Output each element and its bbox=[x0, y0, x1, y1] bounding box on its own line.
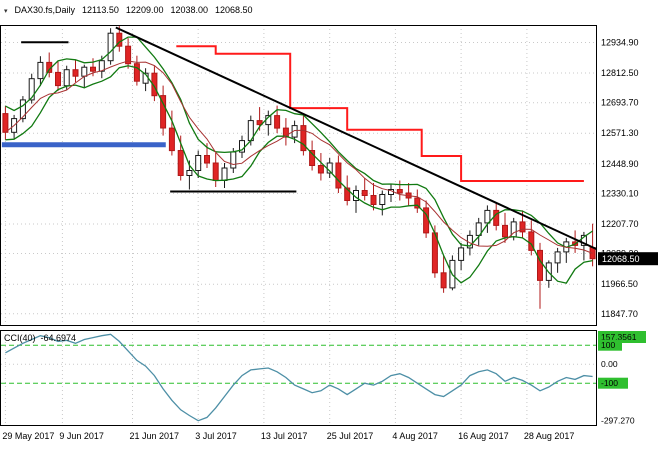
cci-current-value: -64.6974 bbox=[40, 333, 77, 343]
svg-text:28 Aug 2017: 28 Aug 2017 bbox=[524, 431, 575, 441]
svg-text:12693.70: 12693.70 bbox=[601, 98, 639, 108]
cci-panel-border bbox=[0, 330, 597, 426]
date-axis[interactable]: 29 May 2017 9 Jun 2017 21 Jun 2017 3 Jul 20… bbox=[2, 431, 574, 441]
svg-text:3 Jul 2017: 3 Jul 2017 bbox=[195, 431, 237, 441]
svg-text:-297.270: -297.270 bbox=[601, 416, 635, 426]
svg-text:16 Aug 2017: 16 Aug 2017 bbox=[458, 431, 509, 441]
cci-level-label-box bbox=[598, 377, 628, 389]
current-price-label: 12068.50 bbox=[602, 254, 640, 264]
open-value: 12113.50 bbox=[82, 5, 119, 15]
svg-text:-100: -100 bbox=[601, 378, 618, 388]
svg-text:11847.70: 11847.70 bbox=[601, 309, 638, 319]
svg-text:4 Aug 2017: 4 Aug 2017 bbox=[392, 431, 438, 441]
svg-text:12207.70: 12207.70 bbox=[601, 219, 639, 229]
cci-line bbox=[5, 333, 593, 422]
downtrend-line[interactable] bbox=[115, 26, 606, 253]
svg-text:11966.50: 11966.50 bbox=[601, 279, 638, 289]
svg-text:25 Jul 2017: 25 Jul 2017 bbox=[327, 431, 374, 441]
symbol-marker-icon: ▾ bbox=[4, 8, 8, 15]
close-value: 12068.50 bbox=[215, 5, 253, 15]
ma-upper-line bbox=[5, 36, 593, 249]
high-value: 12209.00 bbox=[125, 5, 164, 15]
svg-text:0.00: 0.00 bbox=[601, 359, 618, 369]
svg-text:157.3561: 157.3561 bbox=[601, 332, 637, 342]
cci-name: CCI(40) bbox=[4, 333, 36, 343]
svg-text:21 Jun 2017: 21 Jun 2017 bbox=[130, 431, 180, 441]
svg-text:12812.50: 12812.50 bbox=[601, 68, 639, 78]
svg-text:100: 100 bbox=[601, 340, 615, 350]
svg-text:12448.90: 12448.90 bbox=[601, 159, 639, 169]
symbol-period-label: DAX30.fs,Daily bbox=[14, 5, 76, 15]
ma-lower-line bbox=[5, 65, 593, 284]
low-value: 12038.00 bbox=[170, 5, 209, 15]
svg-text:29 May 2017: 29 May 2017 bbox=[2, 431, 54, 441]
price-panel-border bbox=[0, 25, 597, 326]
price-panel bbox=[1, 26, 606, 309]
current-price-box bbox=[598, 252, 658, 266]
candlestick-series bbox=[2, 26, 596, 309]
svg-text:9 Jun 2017: 9 Jun 2017 bbox=[59, 431, 104, 441]
svg-text:12330.10: 12330.10 bbox=[601, 188, 639, 198]
svg-text:12571.30: 12571.30 bbox=[601, 128, 639, 138]
cci-axis[interactable]: 157.3561 0.00 -297.270 100 -100 bbox=[598, 331, 646, 426]
cci-level-label-box bbox=[598, 339, 622, 351]
price-axis[interactable]: 12934.90 12812.50 12693.70 12571.30 12448.90… bbox=[598, 38, 658, 319]
cci-panel bbox=[1, 333, 597, 422]
red-step-indicator-line bbox=[176, 45, 584, 182]
ma-mid-line bbox=[5, 60, 593, 254]
svg-text:13 Jul 2017: 13 Jul 2017 bbox=[261, 431, 308, 441]
cci-indicator-label: CCI(40) -64.6974 bbox=[4, 333, 76, 343]
chart-ohlc-title: ▾ DAX30.fs,Daily 12113.50 12209.00 12038… bbox=[4, 5, 253, 15]
svg-text:12934.90: 12934.90 bbox=[601, 38, 639, 48]
